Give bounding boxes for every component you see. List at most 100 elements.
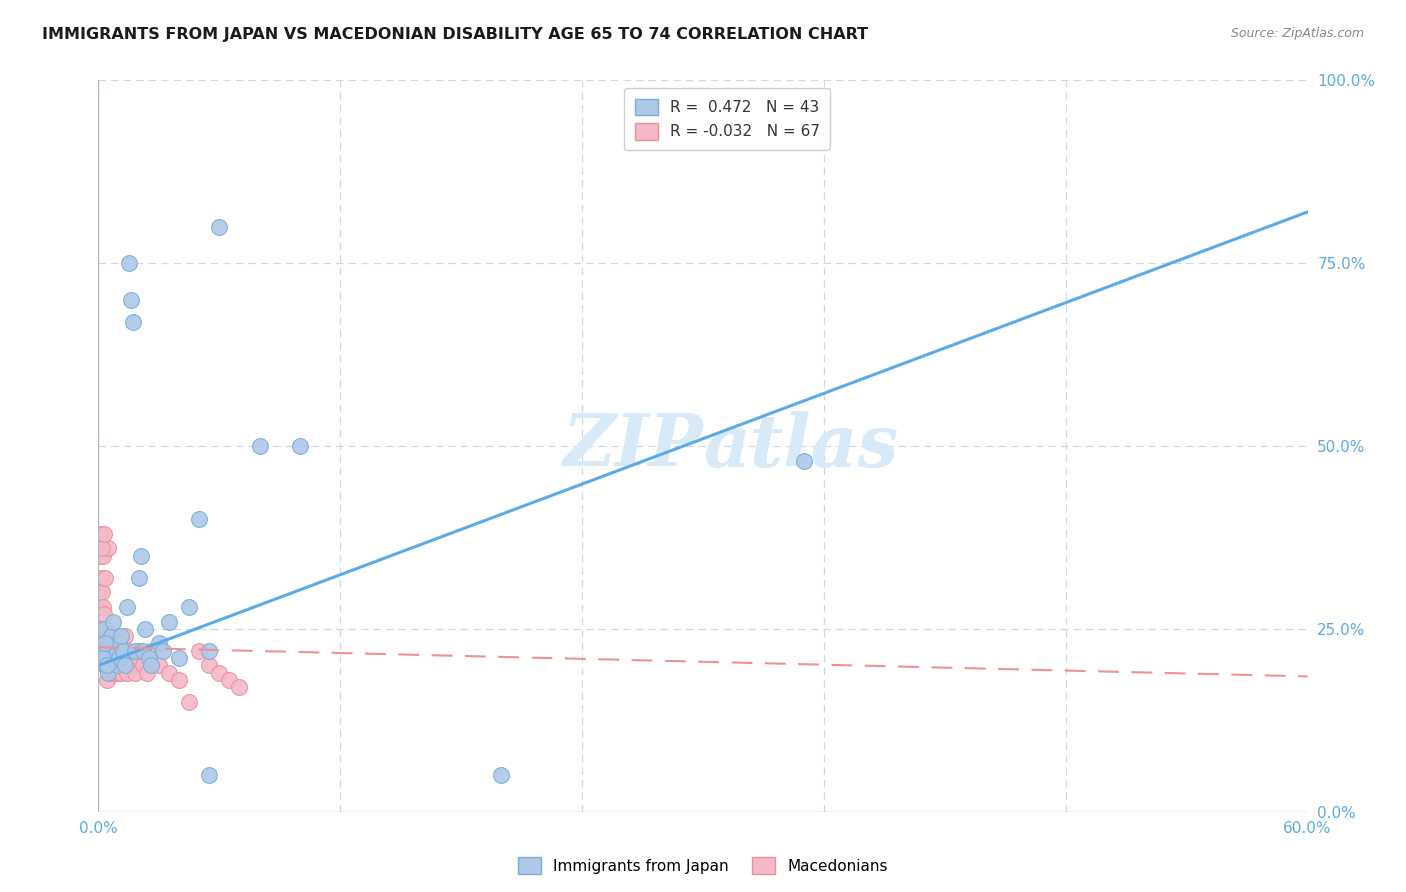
Point [110,629,132,643]
Point [100,651,122,665]
Point [148,658,170,673]
Point [110,644,132,658]
Point [124,644,146,658]
Legend: R =  0.472   N = 43, R = -0.032   N = 67: R = 0.472 N = 43, R = -0.032 N = 67 [624,88,831,150]
Point [228,681,250,695]
Point [188,644,211,658]
Point [91,585,114,599]
Point [105,644,128,658]
Point [89,599,111,614]
Text: atlas: atlas [703,410,898,482]
Point [167,651,190,665]
Point [167,673,190,687]
Point [97,636,120,650]
Point [104,665,127,680]
Point [198,658,221,673]
Point [107,644,129,658]
Point [208,665,231,680]
Point [118,256,141,270]
Point [101,644,124,658]
Point [93,651,115,665]
Point [198,768,221,782]
Point [105,658,128,673]
Point [94,644,117,658]
Point [96,673,118,687]
Point [118,644,141,658]
Text: Source: ZipAtlas.com: Source: ZipAtlas.com [1230,27,1364,40]
Point [94,571,117,585]
Point [91,644,114,658]
Point [132,658,155,673]
Point [98,644,121,658]
Point [139,644,162,658]
Point [98,658,121,673]
Point [105,651,128,665]
Point [105,658,128,673]
Point [120,293,142,307]
Point [97,644,120,658]
Point [103,665,125,680]
Point [124,665,146,680]
Point [491,768,513,782]
Point [90,622,112,636]
Point [94,622,117,636]
Point [91,644,114,658]
Point [97,541,120,556]
Point [128,644,150,658]
Point [96,658,118,673]
Point [96,644,118,658]
Point [89,644,111,658]
Point [111,644,134,658]
Point [188,512,211,526]
Point [89,549,111,563]
Point [107,665,129,680]
Point [107,651,129,665]
Point [115,599,138,614]
Point [91,599,114,614]
Legend: Immigrants from Japan, Macedonians: Immigrants from Japan, Macedonians [512,851,894,880]
Point [138,651,160,665]
Point [93,607,115,622]
Point [100,658,122,673]
Point [93,526,115,541]
Point [208,219,231,234]
Point [107,636,129,650]
Point [93,658,115,673]
Point [218,673,240,687]
Point [90,571,112,585]
Point [90,526,112,541]
Point [148,636,170,650]
Point [198,644,221,658]
Point [128,571,150,585]
Point [108,658,131,673]
Point [100,665,122,680]
Point [103,644,125,658]
Point [91,541,114,556]
Point [152,644,174,658]
Point [114,658,136,673]
Point [134,622,156,636]
Point [94,636,117,650]
Point [107,651,129,665]
Point [129,549,152,563]
Point [101,658,124,673]
Point [157,665,180,680]
Point [121,658,143,673]
Point [120,651,142,665]
Point [89,585,111,599]
Point [179,695,201,709]
Point [139,658,162,673]
Text: IMMIGRANTS FROM JAPAN VS MACEDONIAN DISABILITY AGE 65 TO 74 CORRELATION CHART: IMMIGRANTS FROM JAPAN VS MACEDONIAN DISA… [42,27,869,42]
Point [132,644,155,658]
Point [101,651,124,665]
Point [97,665,120,680]
Point [157,615,180,629]
Point [96,658,118,673]
Point [100,629,122,643]
Point [249,439,271,453]
Point [101,615,124,629]
Point [115,665,138,680]
Point [103,651,125,665]
Point [93,622,115,636]
Point [103,644,125,658]
